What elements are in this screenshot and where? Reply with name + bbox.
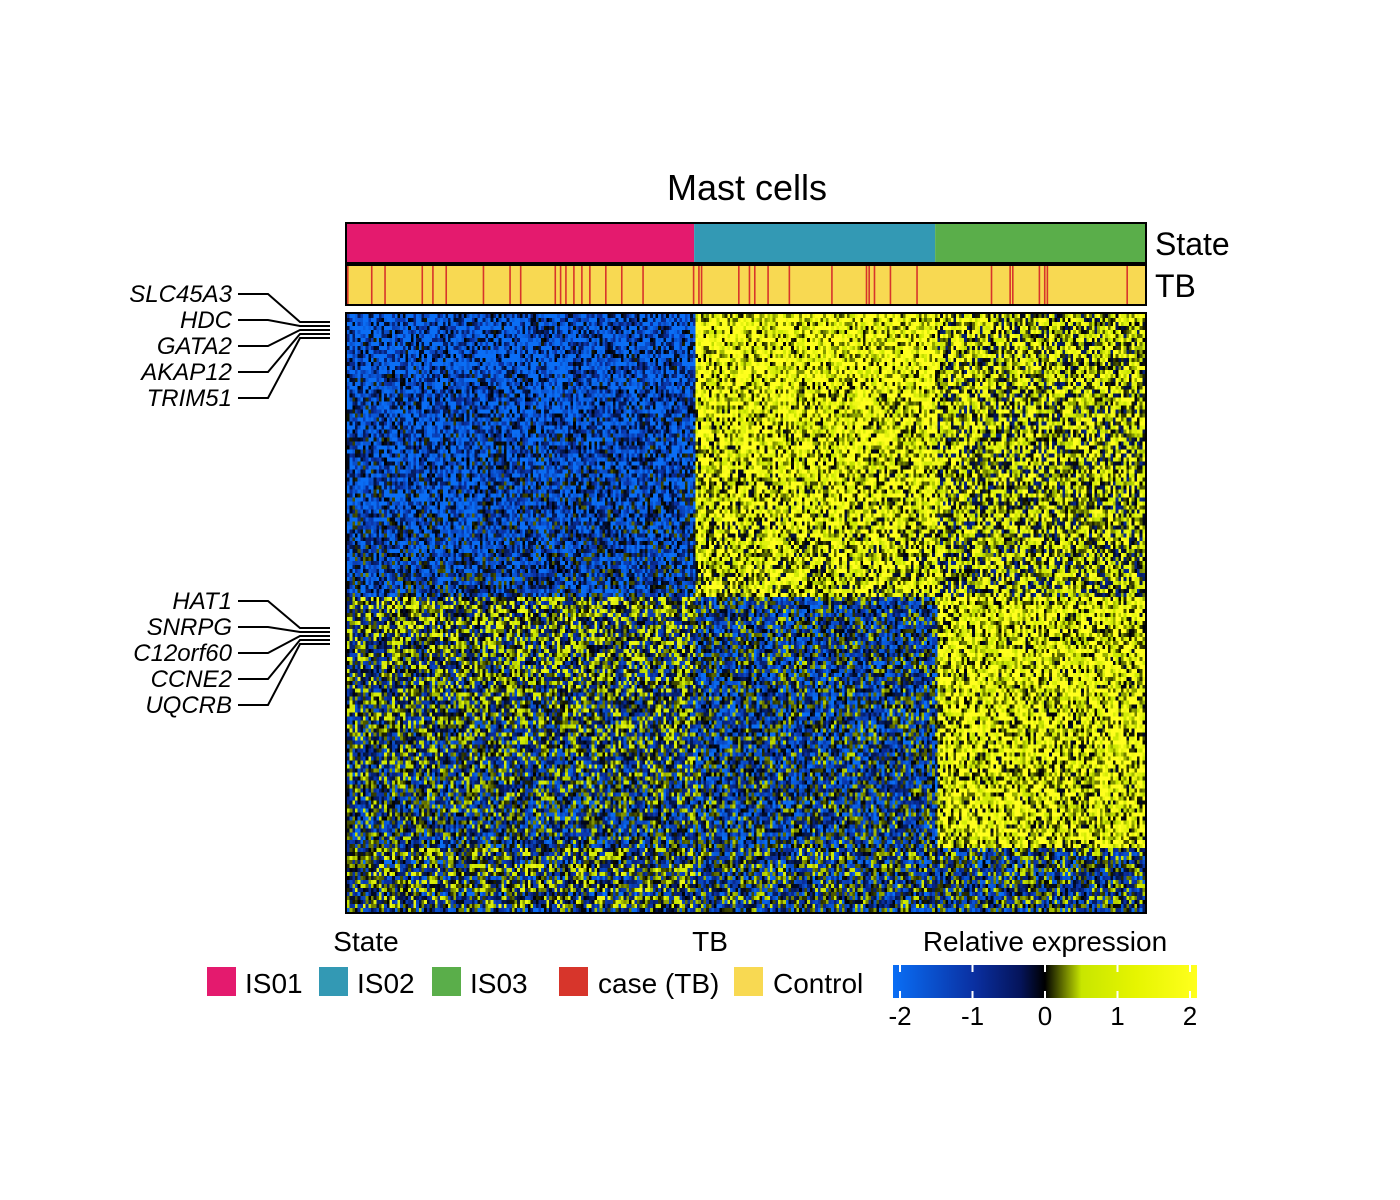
tb-case-tick: [1012, 266, 1014, 304]
gene-label: AKAP12: [139, 359, 232, 386]
tb-case-tick: [554, 266, 557, 304]
legend-label: case (TB): [598, 968, 719, 999]
tb-case-tick: [692, 266, 695, 304]
tb-case-tick: [767, 266, 769, 304]
tb-case-tick: [421, 266, 424, 304]
tb-case-tick: [700, 266, 703, 304]
colorbar-tick-label: 2: [1183, 1001, 1197, 1031]
state-segment-is02: [694, 224, 936, 262]
gene-connector-line: [238, 626, 330, 633]
gene-connector-line: [238, 329, 330, 347]
expression-legend-title: Relative expression: [923, 926, 1167, 957]
tb-legend-title: TB: [692, 926, 728, 957]
chart-title: Mast cells: [667, 167, 827, 208]
gene-label: TRIM51: [147, 385, 232, 412]
tb-case-tick: [1009, 266, 1011, 304]
gene-connector-line: [238, 337, 330, 399]
colorbar-tick-label: -2: [888, 1001, 911, 1031]
tb-case-tick: [370, 266, 373, 304]
tb-case-tick: [1126, 266, 1128, 304]
tb-case-tick: [482, 266, 485, 304]
tb-case-tick: [873, 266, 876, 304]
tb-case-tick: [573, 266, 575, 304]
expression-colorbar: -2 -1 0 1 2: [888, 965, 1197, 1031]
gene-label: CCNE2: [151, 666, 232, 693]
heatmap-border: [345, 312, 1147, 914]
tb-case-tick: [788, 266, 791, 304]
legend-swatch: [207, 967, 236, 996]
tb-case-tick: [1046, 266, 1049, 304]
tb-case-tick: [698, 266, 700, 304]
tb-annotation-bar: [345, 264, 1147, 306]
legend-items: IS01 IS02 IS03 case (TB) Control: [207, 967, 863, 999]
tb-case-tick: [642, 266, 644, 304]
state-legend-title: State: [333, 926, 398, 957]
tb-case-tick: [565, 266, 567, 304]
legend-swatch: [319, 967, 348, 996]
tb-case-tick: [831, 266, 833, 304]
legend-label: IS01: [245, 968, 303, 999]
tb-case-tick: [753, 266, 756, 304]
gene-label: HDC: [180, 307, 233, 334]
gene-connector-line: [238, 293, 330, 323]
gene-label: C12orf60: [133, 640, 232, 667]
tb-case-tick: [1038, 266, 1041, 304]
state-segment-is03: [935, 224, 1145, 262]
tb-case-tick: [748, 266, 751, 304]
tb-case-tick: [865, 266, 868, 304]
gene-label: HAT1: [172, 588, 232, 615]
tb-control-background: [347, 266, 1145, 304]
gene-label: UQCRB: [145, 692, 232, 719]
tb-case-tick: [384, 266, 386, 304]
tb-case-tick: [559, 266, 562, 304]
state-annotation-bar: [345, 222, 1147, 264]
gene-label: GATA2: [157, 333, 232, 360]
tb-annotation-label: TB: [1155, 268, 1196, 304]
gene-label: SLC45A3: [129, 281, 232, 308]
colorbar-tick-label: 1: [1110, 1001, 1124, 1031]
tb-case-tick: [589, 266, 591, 304]
tb-case-tick: [990, 266, 993, 304]
state-bar-border: [345, 222, 1147, 264]
tb-case-tick: [432, 266, 434, 304]
gene-connector-line: [238, 319, 330, 327]
legend-label: Control: [773, 968, 863, 999]
legend-swatch: [734, 967, 763, 996]
legend-swatch: [559, 967, 588, 996]
tb-case-tick: [1043, 266, 1046, 304]
gene-connector-line: [238, 635, 330, 654]
legend-label: IS02: [357, 968, 415, 999]
state-annotation-label: State: [1155, 226, 1230, 262]
tb-case-tick: [347, 266, 349, 304]
colorbar-tick-label: 0: [1038, 1001, 1052, 1031]
gene-connector-line: [238, 600, 330, 629]
gene-connector-line: [238, 643, 330, 706]
tb-case-tick: [916, 266, 918, 304]
tb-case-tick: [519, 266, 522, 304]
tb-bar-border: [345, 264, 1147, 306]
heatmap-body: [345, 312, 1147, 914]
tb-case-tick: [620, 266, 623, 304]
gene-connector-line: [238, 639, 330, 680]
gene-label: SNRPG: [147, 614, 232, 641]
colorbar-tick-label: -1: [961, 1001, 984, 1031]
tb-case-tick: [889, 266, 892, 304]
legend-label: IS03: [470, 968, 528, 999]
tb-case-tick: [581, 266, 583, 304]
heatmap-cells: [347, 314, 1145, 912]
tb-case-tick: [605, 266, 607, 304]
legend-swatch: [432, 967, 461, 996]
state-segment-is01: [347, 224, 695, 262]
tb-case-tick: [738, 266, 740, 304]
tb-case-tick: [868, 266, 870, 304]
tb-case-tick: [445, 266, 448, 304]
tb-case-tick: [509, 266, 511, 304]
gene-connector-line: [238, 333, 330, 373]
